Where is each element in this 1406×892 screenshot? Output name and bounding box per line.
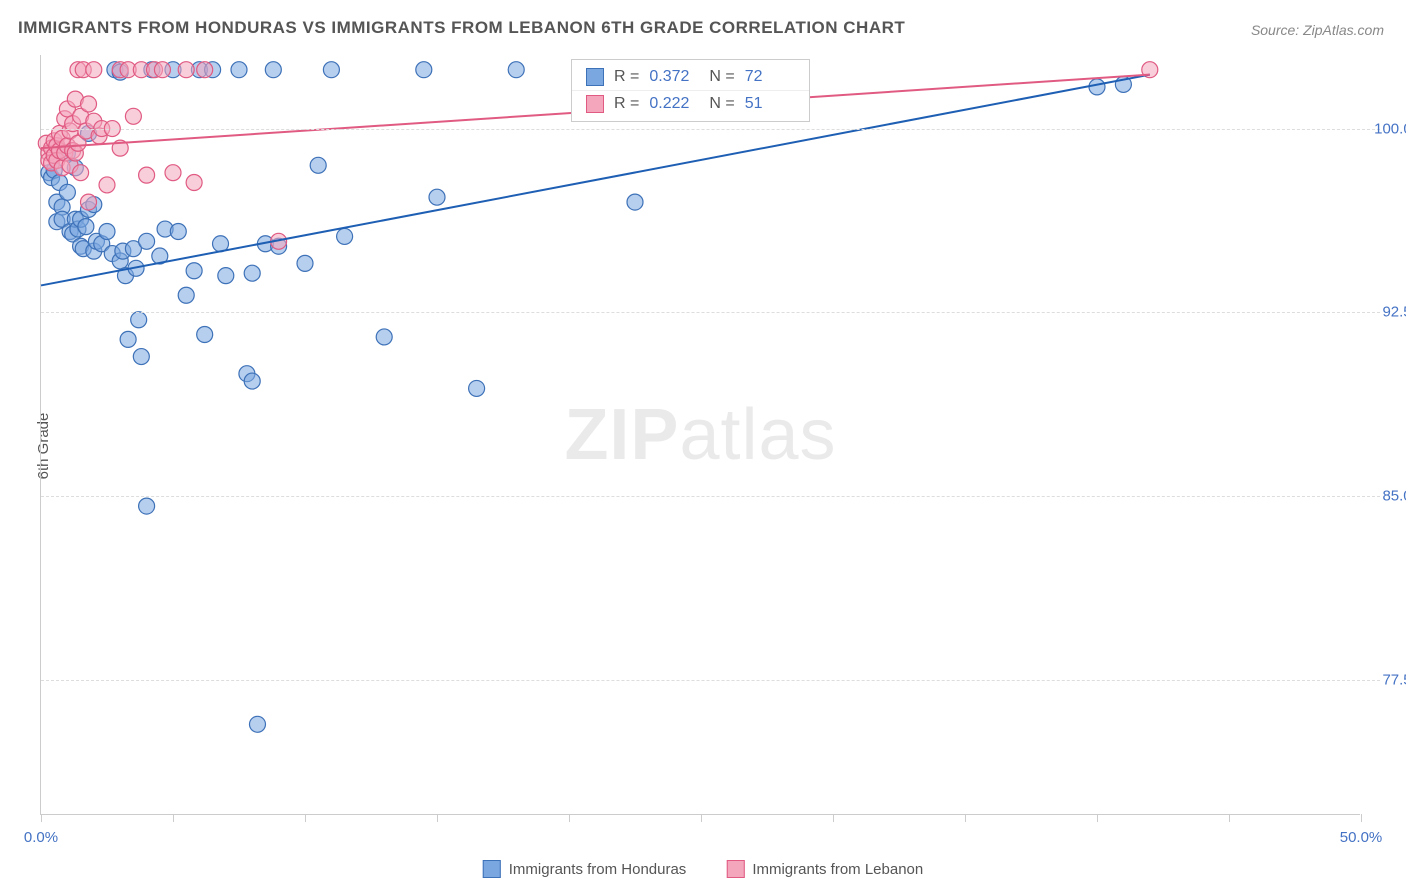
scatter-point (178, 62, 194, 78)
x-tick (305, 814, 306, 822)
scatter-point (197, 62, 213, 78)
scatter-point (139, 167, 155, 183)
x-tick (701, 814, 702, 822)
scatter-point (133, 349, 149, 365)
bottom-legend: Immigrants from Honduras Immigrants from … (483, 860, 923, 878)
legend-label: Immigrants from Honduras (509, 861, 687, 878)
scatter-point (165, 165, 181, 181)
x-tick (1361, 814, 1362, 822)
x-tick (965, 814, 966, 822)
scatter-point (627, 194, 643, 210)
gridline-horizontal (41, 312, 1380, 313)
scatter-point (59, 184, 75, 200)
scatter-point (131, 312, 147, 328)
stat-value-r: 0.222 (649, 95, 699, 113)
gridline-horizontal (41, 129, 1380, 130)
scatter-point (186, 174, 202, 190)
scatter-point (1089, 79, 1105, 95)
y-tick-label: 85.0% (1382, 488, 1406, 505)
scatter-point (120, 331, 136, 347)
scatter-point (170, 224, 186, 240)
y-tick-label: 100.0% (1374, 120, 1406, 137)
scatter-point (73, 165, 89, 181)
x-tick (173, 814, 174, 822)
stat-value-r: 0.372 (649, 68, 699, 86)
x-tick (833, 814, 834, 822)
stats-row: R = 0.222 N = 51 (572, 90, 809, 117)
scatter-point (469, 380, 485, 396)
scatter-point (323, 62, 339, 78)
y-tick-label: 92.5% (1382, 304, 1406, 321)
stat-value-n: 72 (745, 68, 795, 86)
x-tick (437, 814, 438, 822)
stats-legend-box: R = 0.372 N = 72 R = 0.222 N = 51 (571, 59, 810, 122)
scatter-point (376, 329, 392, 345)
legend-swatch (483, 860, 501, 878)
scatter-point (99, 177, 115, 193)
x-tick (569, 814, 570, 822)
scatter-point (265, 62, 281, 78)
scatter-point (154, 62, 170, 78)
chart-title: IMMIGRANTS FROM HONDURAS VS IMMIGRANTS F… (18, 18, 905, 38)
x-tick-label: 50.0% (1340, 829, 1383, 846)
legend-swatch (586, 68, 604, 86)
gridline-horizontal (41, 680, 1380, 681)
scatter-point (297, 255, 313, 271)
scatter-point (429, 189, 445, 205)
stats-row: R = 0.372 N = 72 (572, 64, 809, 90)
stat-label-n: N = (709, 68, 734, 86)
scatter-point (81, 96, 97, 112)
legend-swatch (726, 860, 744, 878)
scatter-point (231, 62, 247, 78)
scatter-point (416, 62, 432, 78)
x-tick (1097, 814, 1098, 822)
scatter-point (139, 233, 155, 249)
scatter-point (197, 326, 213, 342)
x-tick-label: 0.0% (24, 829, 58, 846)
scatter-point (249, 716, 265, 732)
source-label: Source: ZipAtlas.com (1251, 22, 1384, 38)
legend-swatch (586, 95, 604, 113)
plot-area: ZIPatlas R =0.372N =72R =0.222N =51 77.5… (40, 55, 1360, 815)
x-tick (41, 814, 42, 822)
scatter-point (508, 62, 524, 78)
scatter-point (139, 498, 155, 514)
scatter-point (218, 268, 234, 284)
stat-label-n: N = (709, 95, 734, 113)
scatter-point (125, 108, 141, 124)
legend-label: Immigrants from Lebanon (752, 861, 923, 878)
scatter-point (78, 219, 94, 235)
legend-item: Immigrants from Lebanon (726, 860, 923, 878)
scatter-point (99, 224, 115, 240)
scatter-point (244, 373, 260, 389)
stat-value-n: 51 (745, 95, 795, 113)
scatter-point (81, 194, 97, 210)
scatter-point (178, 287, 194, 303)
scatter-point (244, 265, 260, 281)
y-tick-label: 77.5% (1382, 672, 1406, 689)
gridline-horizontal (41, 496, 1380, 497)
scatter-point (86, 62, 102, 78)
scatter-point (337, 228, 353, 244)
scatter-point (186, 263, 202, 279)
plot-svg (41, 55, 1360, 814)
scatter-point (310, 157, 326, 173)
legend-item: Immigrants from Honduras (483, 860, 687, 878)
x-tick (1229, 814, 1230, 822)
stat-label-r: R = (614, 95, 639, 113)
stat-label-r: R = (614, 68, 639, 86)
